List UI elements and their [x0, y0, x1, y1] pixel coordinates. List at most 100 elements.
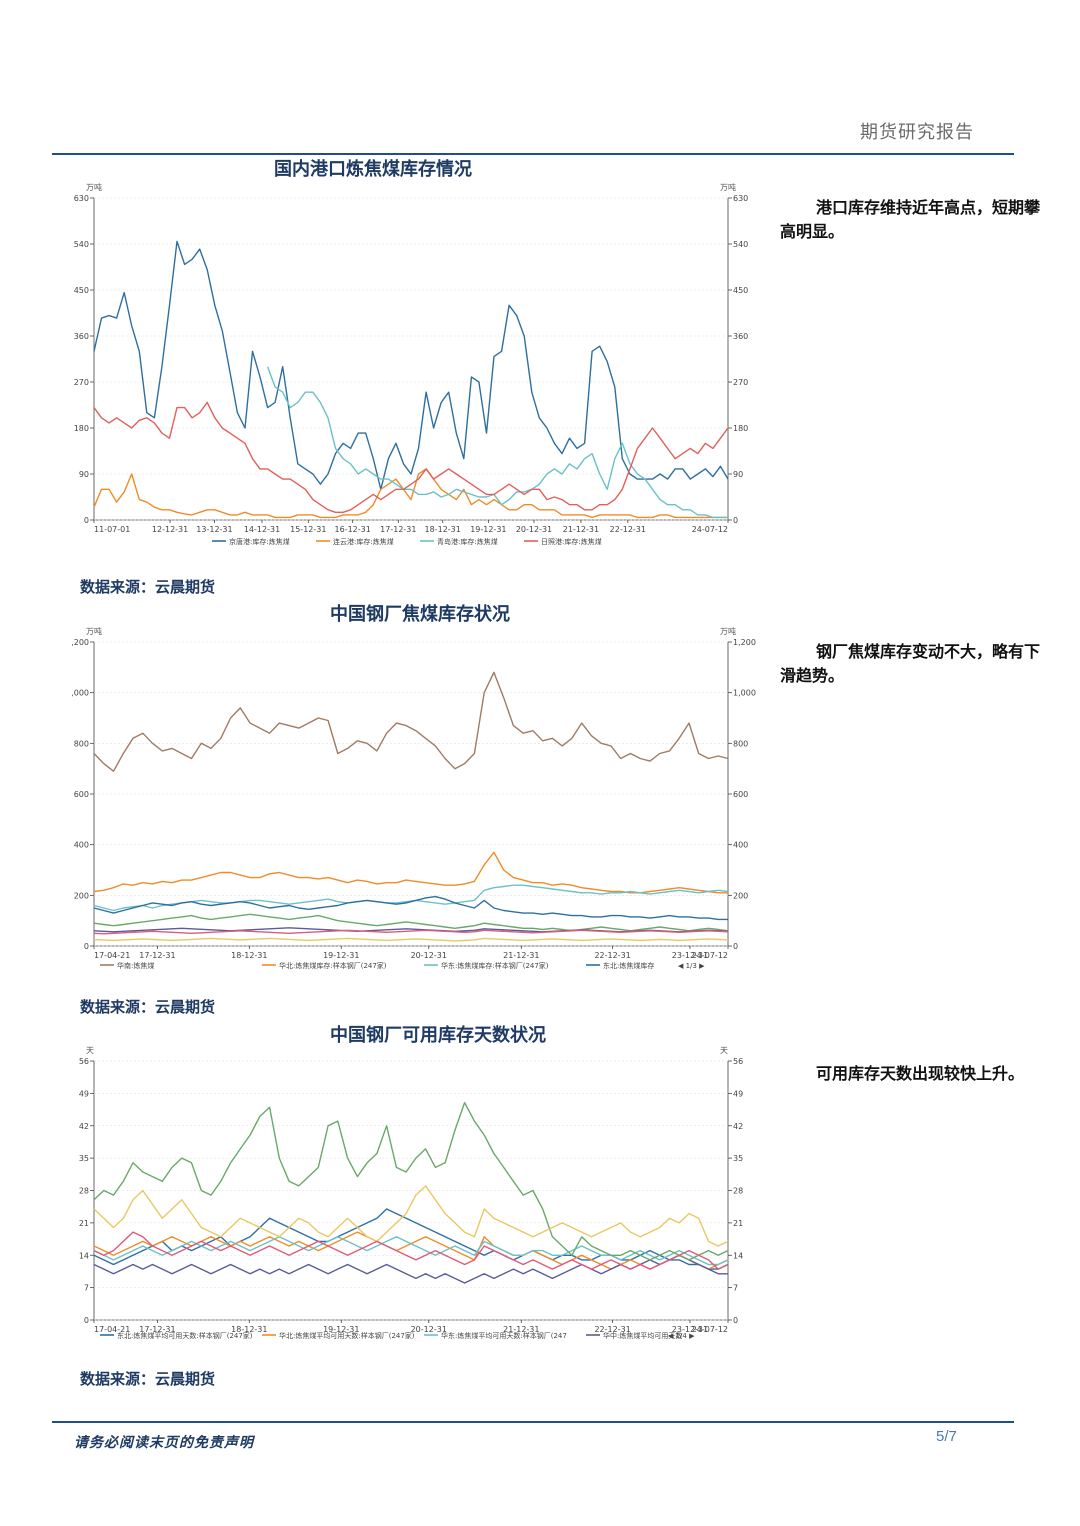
x-tick-label: 19-12-31	[323, 951, 359, 960]
y-tick-label-right: 200	[733, 891, 748, 900]
legend-label: 连云港:库存:炼焦煤	[333, 537, 394, 546]
x-tick-label: 18-12-31	[425, 525, 461, 534]
y-tick-label-right: 90	[733, 470, 743, 479]
y-tick-label-right: 360	[733, 332, 748, 341]
y-tick-label: 200	[74, 891, 89, 900]
x-tick-label: 20-12-31	[411, 1325, 447, 1334]
series-line-3	[93, 895, 728, 921]
y-tick-label: 800	[74, 739, 89, 748]
x-tick-label: 17-04-21	[94, 1325, 130, 1334]
y-tick-label: 56	[79, 1057, 89, 1066]
x-tick-label: 18-12-31	[231, 951, 267, 960]
y-tick-label-right: 28	[733, 1187, 743, 1196]
series-line-6	[93, 1231, 729, 1270]
y-tick-label: 0	[84, 516, 89, 525]
y-tick-label-right: 42	[733, 1122, 743, 1131]
y-tick-label: 21	[79, 1219, 89, 1228]
x-tick-label: 17-12-31	[139, 1325, 175, 1334]
section-3-commentary: 可用库存天数出现较快上升。	[816, 1064, 1025, 1083]
y-tick-label: 270	[74, 378, 89, 387]
x-tick-label: 20-12-31	[516, 525, 552, 534]
y-tick-label: 14	[79, 1251, 89, 1260]
y-unit-left: 万吨	[86, 626, 102, 636]
legend-label: 华南:炼焦煤	[117, 961, 154, 970]
legend-label: 东北:炼焦煤库存	[603, 961, 654, 970]
series-line-2	[266, 366, 728, 519]
chart-mill-coking-coal-inventory: 万吨 万吨 0 0 200 200 400 400 600 600 800 800 1,000 1,000…	[72, 626, 756, 970]
x-tick-label: 15-12-31	[290, 525, 326, 534]
y-tick-label-right: 56	[733, 1057, 743, 1066]
y-tick-label-right: 270	[733, 378, 748, 387]
y-tick-label: 90	[79, 470, 89, 479]
series-line-1	[93, 851, 728, 894]
x-tick-label: 23-12-31	[672, 1325, 708, 1334]
y-tick-label-right: 540	[733, 240, 748, 249]
x-tick-label: 23-12-31	[672, 951, 708, 960]
y-tick-label-right: 0	[733, 942, 738, 951]
y-tick-label-right: 0	[733, 1316, 738, 1325]
page-number: 5/7	[936, 1428, 957, 1445]
chart-port-coking-coal-inventory: 万吨 万吨 0 0 90 90 180 180 270 270 360 360 450 450 540 540…	[74, 182, 749, 546]
y-unit-right: 万吨	[720, 182, 736, 192]
x-tick-label: 24-07-12	[692, 951, 728, 960]
x-tick-label: 16-12-31	[335, 525, 371, 534]
x-tick-label: 22-12-31	[594, 1325, 630, 1334]
legend-label: 京唐港:库存:炼焦煤	[229, 537, 290, 546]
section-3-source: 数据来源：云晨期货	[80, 1370, 216, 1388]
x-tick-label: 20-12-31	[411, 951, 447, 960]
x-tick-label: 19-12-31	[470, 525, 506, 534]
y-tick-label: 450	[74, 286, 89, 295]
y-tick-label: 180	[74, 424, 89, 433]
series-line-2	[93, 884, 729, 912]
section-2-source: 数据来源：云晨期货	[80, 998, 216, 1016]
section-2-commentary: 钢厂焦煤库存变动不大，略有下滑趋势。	[780, 642, 1041, 685]
legend-label: 华东:炼焦煤平均可用天数:样本钢厂(247	[441, 1331, 567, 1340]
legend-label: 华中:炼焦煤平均可用天数	[603, 1331, 682, 1340]
series-line-3	[93, 401, 729, 513]
y-tick-label: 42	[79, 1122, 89, 1131]
y-tick-label-right: 7	[733, 1284, 738, 1293]
y-tick-label: 540	[74, 240, 89, 249]
series-line-4	[93, 913, 729, 932]
chart-legend: 东北:炼焦煤平均可用天数:样本钢厂(247家) 华北:炼焦煤平均可用天数:样本钢厂…	[100, 1331, 695, 1340]
x-tick-label: 24-07-12	[692, 1325, 728, 1334]
y-tick-label-right: 21	[733, 1219, 743, 1228]
x-tick-label: 18-12-31	[231, 1325, 267, 1334]
y-tick-label-right: 400	[733, 841, 748, 850]
chart-mill-available-inventory-days: 天 天 0 0 7 7 14 14 21 21 28 28 35 35 42 42 49 49 56 56 17-04-…	[79, 1046, 743, 1340]
series-line-7	[93, 937, 729, 942]
y-tick-label-right: 180	[733, 424, 748, 433]
y-tick-label: 1,000	[72, 689, 89, 698]
series-line-6	[93, 929, 729, 935]
section-1-source: 数据来源：云晨期货	[80, 578, 216, 596]
x-tick-label: 17-04-21	[94, 951, 130, 960]
x-tick-label: 22-12-31	[594, 951, 630, 960]
y-tick-label: 0	[84, 1316, 89, 1325]
x-tick-label: 19-12-31	[323, 1325, 359, 1334]
legend-pager[interactable]: ◀ 1/3 ▶	[678, 962, 705, 970]
series-line-2	[93, 1236, 729, 1266]
y-tick-label: 0	[84, 942, 89, 951]
series-line-5	[93, 1185, 729, 1247]
series-line-0	[93, 671, 729, 772]
legend-pager[interactable]: ◀ 1/4 ▶	[668, 1332, 695, 1340]
y-unit-left: 天	[86, 1046, 94, 1055]
legend-label: 华东:炼焦煤库存:样本钢厂(247家)	[441, 961, 549, 970]
x-tick-label: 17-12-31	[380, 525, 416, 534]
x-tick-label: 14-12-31	[244, 525, 280, 534]
disclaimer-note: 请务必阅读末页的免责声明	[74, 1435, 254, 1451]
y-tick-label: 7	[84, 1284, 89, 1293]
y-tick-label-right: 600	[733, 790, 748, 799]
series-line-1	[93, 1231, 729, 1270]
y-tick-label-right: 450	[733, 286, 748, 295]
y-tick-label: 400	[74, 841, 89, 850]
x-tick-label: 21-12-31	[563, 525, 599, 534]
y-tick-label-right: 1,000	[733, 689, 756, 698]
series-line-0	[93, 240, 729, 490]
y-tick-label-right: 800	[733, 739, 748, 748]
y-tick-label: 49	[79, 1089, 89, 1098]
section-1-commentary: 港口库存维持近年高点，短期攀高明显。	[780, 198, 1041, 241]
series-line-4	[93, 1101, 729, 1261]
y-tick-label-right: 35	[733, 1154, 743, 1163]
legend-label: 日照港:库存:炼焦煤	[541, 537, 602, 546]
